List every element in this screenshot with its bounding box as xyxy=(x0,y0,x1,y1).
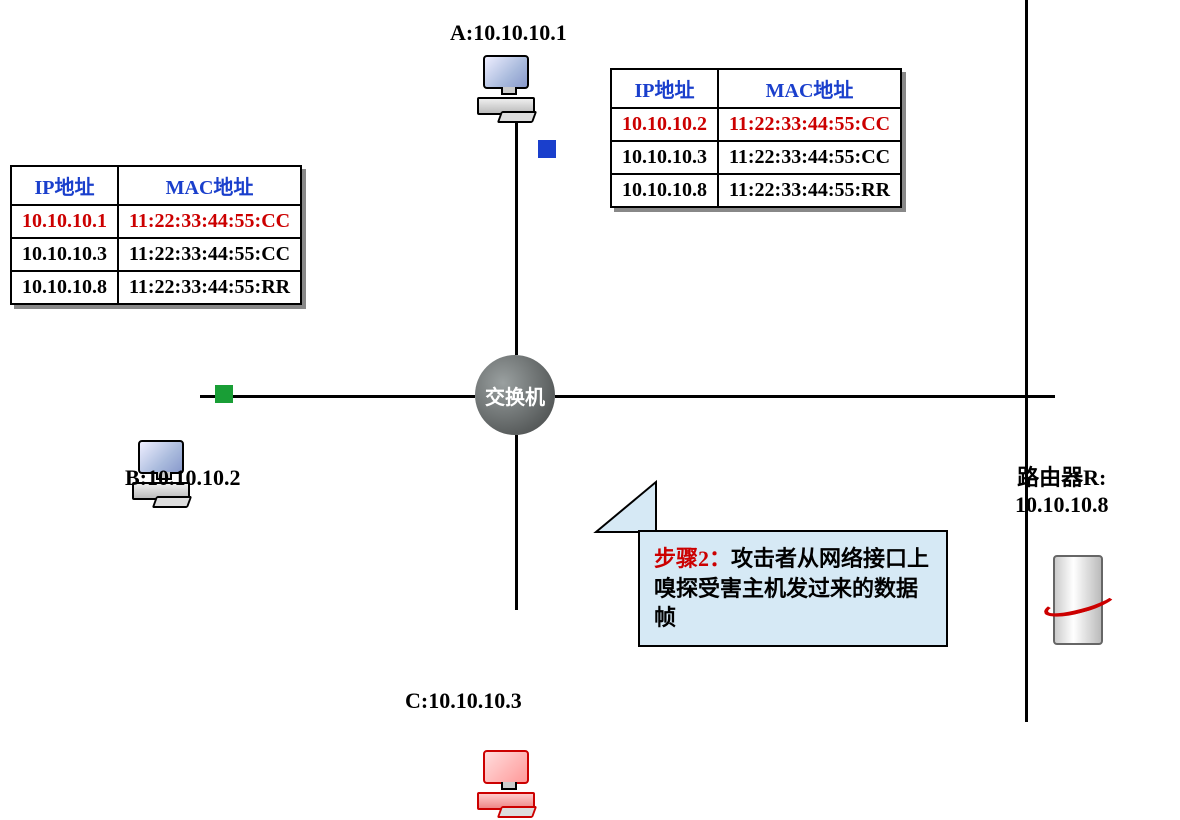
host-a-icon xyxy=(475,55,545,125)
net-divider xyxy=(1025,0,1028,722)
port-indicator-green xyxy=(215,385,233,403)
th-mac: MAC地址 xyxy=(718,69,901,108)
step-prefix: 步骤2： xyxy=(654,546,731,571)
switch-node: 交换机 xyxy=(475,355,555,435)
link-b-switch xyxy=(200,395,475,398)
host-c-label: C:10.10.10.3 xyxy=(405,688,522,714)
link-a-switch xyxy=(515,115,518,355)
table-row: 10.10.10.811:22:33:44:55:RR xyxy=(11,271,301,304)
link-c-switch xyxy=(515,435,518,610)
table-row: 10.10.10.811:22:33:44:55:RR xyxy=(611,174,901,207)
switch-label: 交换机 xyxy=(485,381,545,410)
host-c-icon xyxy=(475,750,545,820)
table-row: 10.10.10.111:22:33:44:55:CC xyxy=(11,205,301,238)
arp-table-a: IP地址 MAC地址 10.10.10.211:22:33:44:55:CC10… xyxy=(610,68,902,208)
table-row: 10.10.10.311:22:33:44:55:CC xyxy=(611,141,901,174)
host-b-label: B:10.10.10.2 xyxy=(125,465,241,491)
host-a-label: A:10.10.10.1 xyxy=(450,20,567,46)
router-label: 路由器R: 10.10.10.8 xyxy=(1015,460,1109,518)
th-ip: IP地址 xyxy=(11,166,118,205)
th-ip: IP地址 xyxy=(611,69,718,108)
arp-table-b: IP地址 MAC地址 10.10.10.111:22:33:44:55:CC10… xyxy=(10,165,302,305)
step-callout: 步骤2：攻击者从网络接口上嗅探受害主机发过来的数据帧 xyxy=(638,530,948,647)
link-r-switch xyxy=(555,395,1055,398)
table-row: 10.10.10.211:22:33:44:55:CC xyxy=(611,108,901,141)
th-mac: MAC地址 xyxy=(118,166,301,205)
router-icon xyxy=(1045,555,1115,655)
port-indicator-blue xyxy=(538,140,556,158)
callout-pointer-icon xyxy=(596,452,676,532)
table-row: 10.10.10.311:22:33:44:55:CC xyxy=(11,238,301,271)
